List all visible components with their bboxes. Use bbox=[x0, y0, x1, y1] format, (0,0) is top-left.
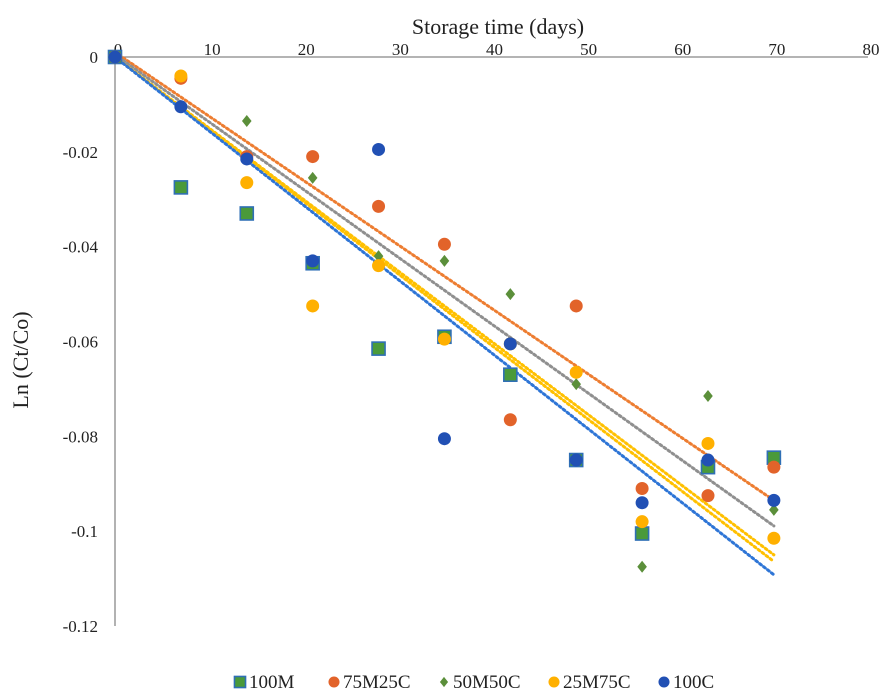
y-tick-label: -0.06 bbox=[63, 333, 98, 352]
data-point bbox=[634, 526, 650, 541]
data-point bbox=[701, 436, 715, 450]
legend-label: 25M75C bbox=[563, 672, 631, 693]
legend-label: 75M25C bbox=[343, 672, 411, 693]
data-point bbox=[635, 515, 649, 529]
data-point bbox=[439, 254, 450, 267]
data-point bbox=[703, 390, 713, 403]
data-point bbox=[701, 453, 715, 467]
data-point bbox=[569, 365, 583, 379]
data-point bbox=[505, 288, 516, 301]
data-point bbox=[240, 152, 254, 166]
x-axis-title: Storage time (days) bbox=[412, 14, 584, 39]
trendlines bbox=[113, 50, 776, 577]
legend-label: 50M50C bbox=[453, 672, 521, 693]
data-point bbox=[372, 199, 386, 213]
y-tick-label: -0.02 bbox=[63, 143, 98, 162]
x-tick-label: 70 bbox=[768, 40, 785, 59]
x-tick-label: 60 bbox=[674, 40, 691, 59]
data-point bbox=[503, 413, 517, 427]
data-point bbox=[372, 259, 386, 273]
data-point bbox=[173, 180, 189, 195]
data-point bbox=[306, 254, 320, 268]
x-tick-label: 10 bbox=[204, 40, 221, 59]
data-point bbox=[769, 503, 779, 516]
legend-label: 100C bbox=[673, 672, 714, 693]
y-tick-label: 0 bbox=[90, 48, 99, 67]
legend-marker bbox=[439, 676, 449, 688]
data-point bbox=[503, 367, 518, 382]
data-point bbox=[637, 560, 647, 573]
legend-marker bbox=[233, 675, 247, 689]
y-tick-labels: 0 -0.02 -0.04 -0.06 -0.08 -0.1 -0.12 bbox=[63, 48, 99, 636]
y-tick-label: -0.12 bbox=[63, 617, 98, 636]
trendline bbox=[113, 55, 776, 577]
data-point bbox=[701, 489, 715, 503]
data-point bbox=[569, 299, 583, 313]
data-point bbox=[307, 171, 318, 184]
trendline bbox=[113, 55, 776, 557]
data-point bbox=[306, 299, 320, 313]
y-axis-title: Ln (Ct/Co) bbox=[8, 311, 33, 408]
y-tick-label: -0.08 bbox=[63, 427, 98, 446]
y-tick-label: -0.1 bbox=[71, 522, 98, 541]
data-point bbox=[767, 531, 781, 545]
data-point bbox=[174, 100, 188, 114]
data-point bbox=[571, 378, 582, 391]
x-tick-label: 0 bbox=[114, 40, 123, 59]
data-point bbox=[635, 496, 649, 510]
data-point bbox=[635, 481, 649, 495]
data-point bbox=[108, 50, 122, 64]
x-tick-labels: 0 10 20 30 40 50 60 70 80 bbox=[114, 40, 880, 59]
data-point bbox=[372, 142, 386, 156]
legend-label: 100M bbox=[249, 672, 295, 693]
data-point bbox=[371, 341, 386, 356]
data-point bbox=[767, 493, 781, 507]
trendline bbox=[113, 55, 776, 564]
x-tick-label: 30 bbox=[392, 40, 409, 59]
data-point bbox=[437, 432, 451, 446]
data-point bbox=[241, 115, 252, 128]
data-point bbox=[373, 250, 384, 263]
data-point bbox=[306, 150, 320, 164]
data-point bbox=[503, 337, 517, 351]
legend-marker bbox=[328, 676, 340, 688]
x-tick-label: 50 bbox=[580, 40, 597, 59]
trendline bbox=[113, 53, 776, 528]
x-tick-label: 40 bbox=[486, 40, 503, 59]
x-tick-label: 20 bbox=[298, 40, 315, 59]
legend: 100M 75M25C 50M50C 25M75C 100C bbox=[233, 672, 714, 693]
legend-marker bbox=[658, 676, 670, 688]
data-point bbox=[437, 237, 451, 251]
data-point bbox=[767, 460, 781, 474]
data-point bbox=[240, 176, 254, 190]
y-tick-label: -0.04 bbox=[63, 238, 99, 257]
legend-marker bbox=[548, 676, 560, 688]
data-point bbox=[239, 206, 255, 221]
data-point bbox=[569, 453, 583, 467]
data-point bbox=[437, 332, 451, 346]
data-point bbox=[174, 69, 188, 83]
x-tick-label: 80 bbox=[863, 40, 880, 59]
trendline bbox=[113, 50, 776, 502]
data-points bbox=[107, 49, 782, 573]
plot-area: 0 10 20 30 40 50 60 70 80 0 -0.02 -0.04 -0.06 -0.08 -… bbox=[63, 40, 880, 636]
